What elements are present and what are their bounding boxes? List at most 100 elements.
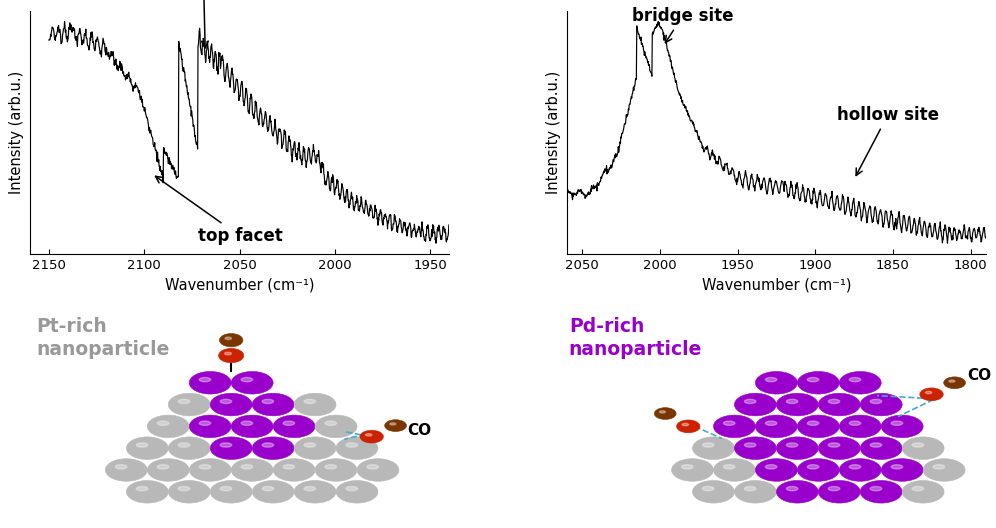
Ellipse shape (871, 399, 881, 403)
Text: CO: CO (967, 367, 991, 383)
Ellipse shape (294, 437, 336, 459)
Ellipse shape (220, 486, 232, 491)
Ellipse shape (315, 415, 357, 438)
Ellipse shape (829, 486, 840, 491)
Ellipse shape (315, 459, 357, 481)
Ellipse shape (357, 459, 399, 481)
Ellipse shape (692, 437, 734, 459)
Ellipse shape (840, 415, 881, 438)
Ellipse shape (919, 388, 943, 401)
Ellipse shape (273, 459, 315, 481)
Ellipse shape (252, 437, 294, 459)
Ellipse shape (798, 459, 840, 481)
Ellipse shape (912, 486, 923, 491)
Text: Pd-rich
nanoparticle: Pd-rich nanoparticle (569, 317, 702, 359)
Text: side facet: side facet (157, 0, 250, 48)
Ellipse shape (861, 437, 902, 459)
Ellipse shape (881, 459, 923, 481)
Ellipse shape (231, 459, 273, 481)
Ellipse shape (840, 459, 881, 481)
Ellipse shape (829, 399, 840, 403)
Ellipse shape (734, 437, 776, 459)
Ellipse shape (304, 399, 316, 403)
Ellipse shape (189, 459, 231, 481)
Ellipse shape (219, 334, 243, 347)
Ellipse shape (225, 337, 231, 340)
Ellipse shape (210, 480, 252, 503)
Ellipse shape (366, 433, 372, 436)
Ellipse shape (168, 393, 210, 416)
Ellipse shape (786, 443, 798, 447)
Ellipse shape (755, 415, 798, 438)
Ellipse shape (819, 393, 861, 416)
Ellipse shape (304, 443, 316, 447)
Ellipse shape (106, 459, 147, 481)
Ellipse shape (776, 480, 819, 503)
Ellipse shape (157, 421, 168, 426)
Text: CO: CO (407, 423, 431, 438)
Ellipse shape (283, 465, 295, 469)
Ellipse shape (210, 437, 252, 459)
Ellipse shape (241, 378, 253, 382)
Ellipse shape (850, 465, 861, 469)
Ellipse shape (252, 393, 294, 416)
Ellipse shape (891, 421, 902, 426)
Ellipse shape (943, 377, 965, 389)
Ellipse shape (744, 443, 756, 447)
Ellipse shape (713, 459, 755, 481)
Ellipse shape (949, 380, 955, 382)
Ellipse shape (861, 393, 902, 416)
Ellipse shape (723, 465, 735, 469)
Ellipse shape (126, 437, 168, 459)
Ellipse shape (294, 480, 336, 503)
Ellipse shape (702, 486, 714, 491)
Ellipse shape (367, 465, 378, 469)
Ellipse shape (346, 486, 358, 491)
Ellipse shape (389, 423, 395, 425)
Text: bridge site: bridge site (631, 7, 733, 43)
Ellipse shape (273, 415, 315, 438)
Ellipse shape (808, 378, 819, 382)
Ellipse shape (210, 393, 252, 416)
Ellipse shape (902, 437, 944, 459)
Ellipse shape (671, 459, 713, 481)
Ellipse shape (346, 443, 358, 447)
Ellipse shape (850, 421, 861, 426)
Ellipse shape (360, 430, 383, 443)
Ellipse shape (304, 486, 316, 491)
Ellipse shape (786, 486, 798, 491)
Ellipse shape (199, 378, 211, 382)
Ellipse shape (218, 348, 244, 363)
Ellipse shape (189, 415, 231, 438)
Ellipse shape (891, 465, 902, 469)
Ellipse shape (241, 465, 253, 469)
Ellipse shape (912, 443, 923, 447)
Ellipse shape (136, 486, 147, 491)
Ellipse shape (136, 443, 147, 447)
Ellipse shape (199, 465, 211, 469)
Ellipse shape (798, 372, 840, 394)
Ellipse shape (713, 415, 755, 438)
Ellipse shape (765, 421, 777, 426)
Ellipse shape (861, 480, 902, 503)
Ellipse shape (755, 372, 798, 394)
Ellipse shape (776, 393, 819, 416)
Ellipse shape (231, 415, 273, 438)
Ellipse shape (262, 443, 274, 447)
Ellipse shape (808, 421, 819, 426)
Ellipse shape (231, 372, 273, 394)
Ellipse shape (786, 399, 798, 403)
Ellipse shape (336, 437, 377, 459)
X-axis label: Wavenumber (cm⁻¹): Wavenumber (cm⁻¹) (164, 278, 315, 293)
Ellipse shape (902, 480, 944, 503)
Ellipse shape (682, 423, 688, 426)
Ellipse shape (744, 399, 756, 403)
Ellipse shape (692, 480, 734, 503)
Text: hollow site: hollow site (837, 106, 939, 175)
Ellipse shape (384, 420, 406, 431)
Ellipse shape (734, 480, 776, 503)
Ellipse shape (252, 480, 294, 503)
Ellipse shape (829, 443, 840, 447)
Ellipse shape (681, 465, 693, 469)
Ellipse shape (755, 459, 798, 481)
